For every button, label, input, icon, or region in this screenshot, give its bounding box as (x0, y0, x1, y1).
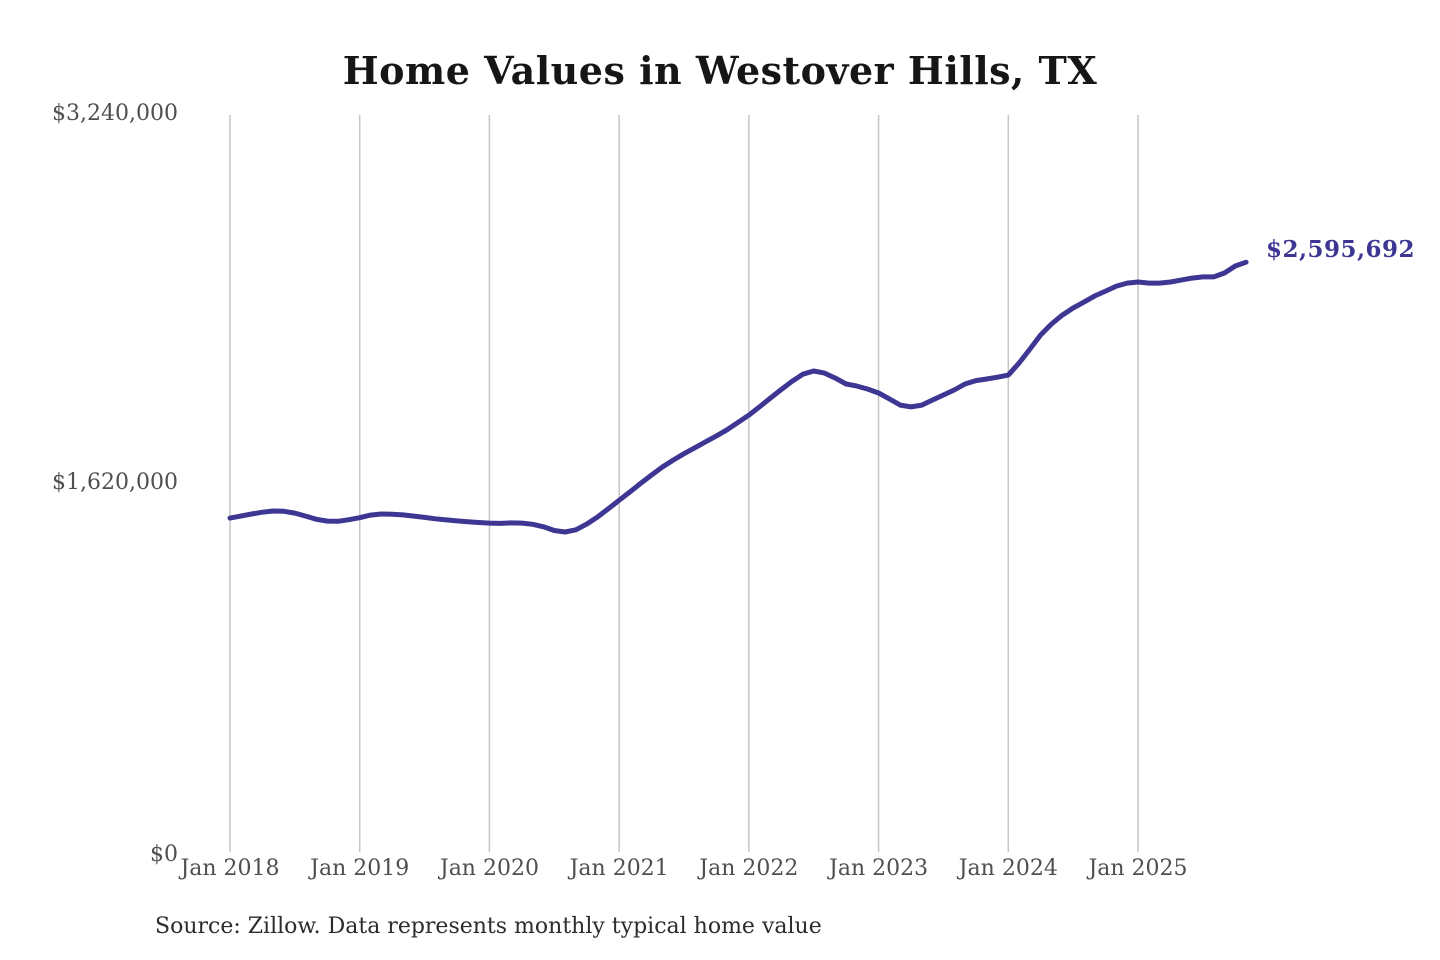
chart-title: Home Values in Westover Hills, TX (342, 48, 1098, 93)
x-tick-label: Jan 2018 (180, 856, 280, 881)
x-tick-label: Jan 2024 (958, 856, 1058, 881)
x-tick-label: Jan 2020 (439, 856, 539, 881)
latest-value-annotation: $2,595,692 (1266, 236, 1416, 263)
x-tick-label: Jan 2023 (829, 856, 929, 881)
source-note: Source: Zillow. Data represents monthly … (155, 914, 822, 939)
x-tick-label: Jan 2022 (699, 856, 799, 881)
x-tick-label: Jan 2019 (310, 856, 410, 881)
y-tick-label-mid: $1,620,000 (52, 470, 178, 495)
x-tick-label: Jan 2021 (569, 856, 669, 881)
home-value-line (227, 259, 1249, 535)
y-tick-label-max: $3,240,000 (52, 101, 178, 126)
y-tick-label-zero: $0 (150, 842, 178, 867)
x-tick-label: Jan 2025 (1088, 856, 1188, 881)
gridlines (229, 115, 1139, 852)
